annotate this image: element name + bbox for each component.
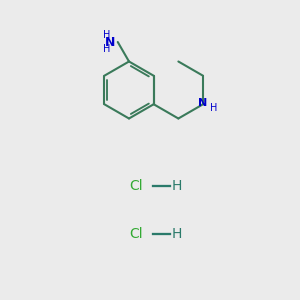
Text: H: H <box>210 103 217 113</box>
Text: H: H <box>103 44 110 54</box>
Text: H: H <box>172 227 182 241</box>
Text: Cl: Cl <box>130 179 143 193</box>
Text: N: N <box>105 35 116 49</box>
Text: H: H <box>103 30 110 40</box>
Text: N: N <box>198 98 208 108</box>
Text: Cl: Cl <box>130 227 143 241</box>
Text: H: H <box>172 179 182 193</box>
